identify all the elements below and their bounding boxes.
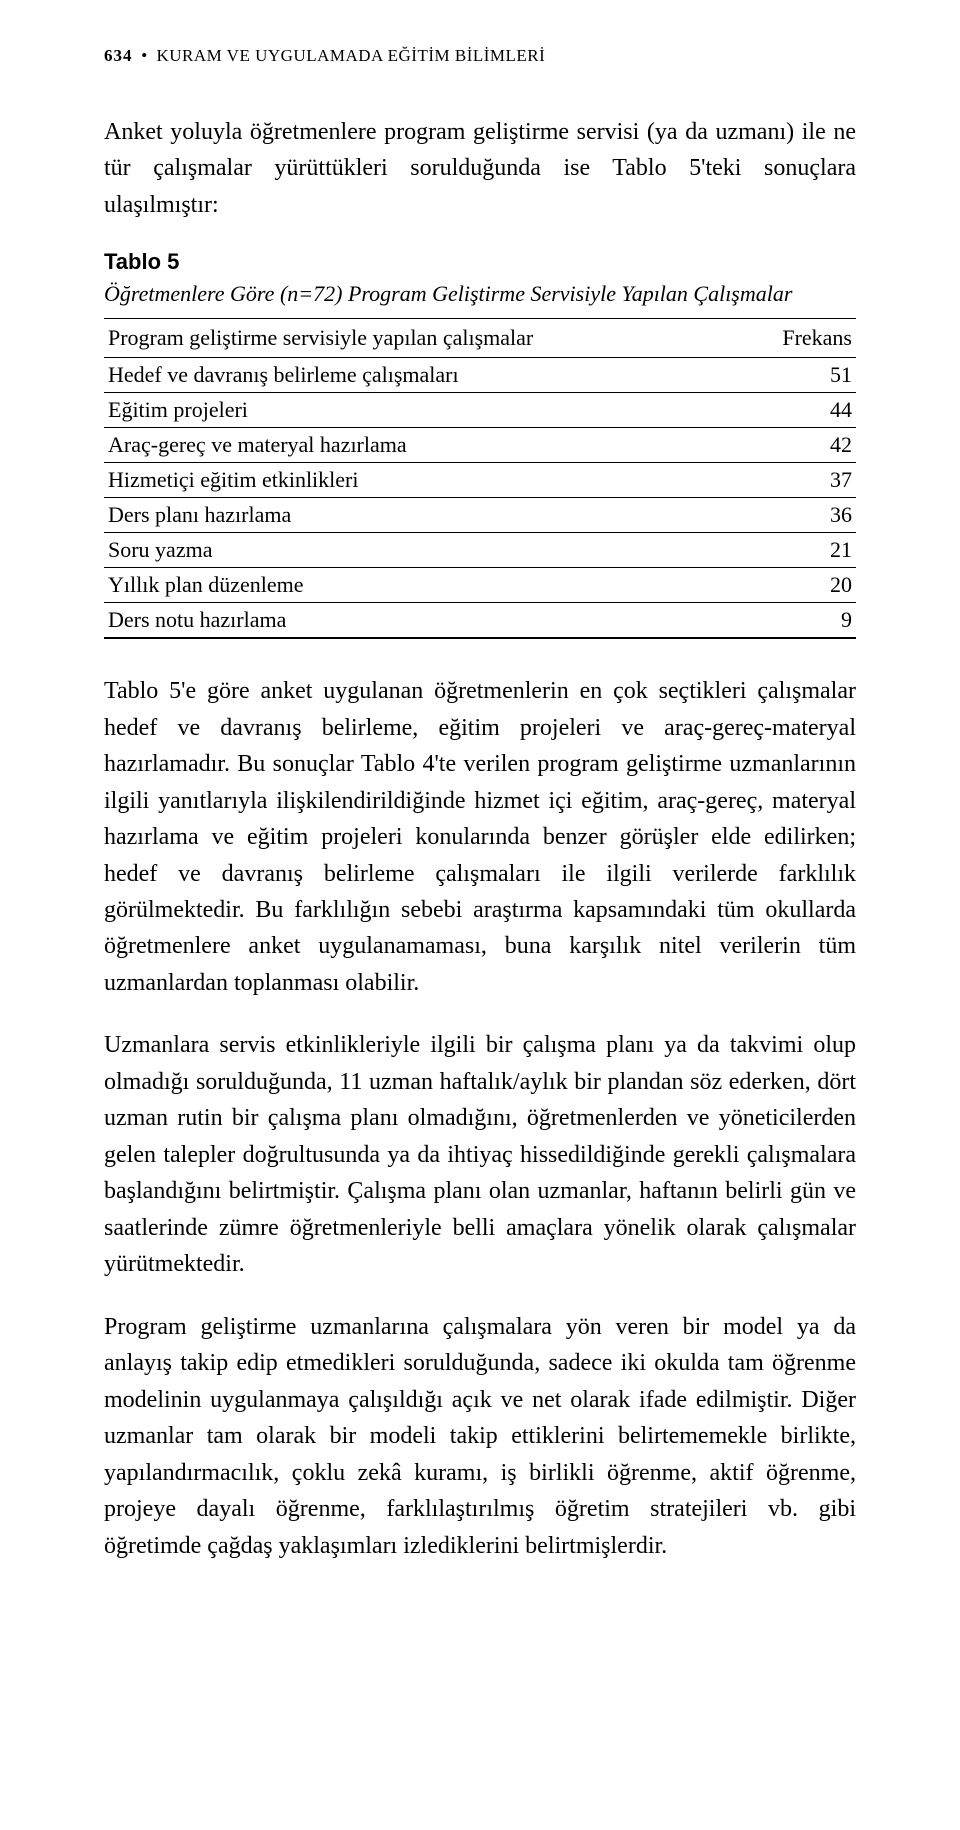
table-header-row: Program geliştirme servisiyle yapılan ça…: [104, 319, 856, 358]
col-header-freq: Frekans: [728, 319, 856, 358]
row-label: Soru yazma: [104, 533, 728, 568]
table-row: Ders planı hazırlama 36: [104, 498, 856, 533]
running-head: 634 • KURAM VE UYGULAMADA EĞİTİM BİLİMLE…: [104, 46, 856, 66]
row-value: 44: [728, 393, 856, 428]
row-value: 21: [728, 533, 856, 568]
intro-paragraph: Anket yoluyla öğretmenlere program geliş…: [104, 114, 856, 223]
row-label: Ders notu hazırlama: [104, 603, 728, 639]
table-row: Hizmetiçi eğitim etkinlikleri 37: [104, 463, 856, 498]
col-header-label: Program geliştirme servisiyle yapılan ça…: [104, 319, 728, 358]
row-value: 9: [728, 603, 856, 639]
table5-subtitle: Öğretmenlere Göre (n=72) Program Gelişti…: [104, 279, 856, 310]
row-value: 51: [728, 358, 856, 393]
table5-title: Tablo 5: [104, 249, 856, 275]
table-row: Hedef ve davranış belirleme çalışmaları …: [104, 358, 856, 393]
paragraph-1: Tablo 5'e göre anket uygulanan öğretmenl…: [104, 673, 856, 1001]
bullet-separator: •: [137, 46, 151, 65]
paragraph-2: Uzmanlara servis etkinlikleriyle ilgili …: [104, 1027, 856, 1282]
row-value: 36: [728, 498, 856, 533]
table-row: Ders notu hazırlama 9: [104, 603, 856, 639]
row-label: Hedef ve davranış belirleme çalışmaları: [104, 358, 728, 393]
row-label: Ders planı hazırlama: [104, 498, 728, 533]
row-value: 20: [728, 568, 856, 603]
row-value: 42: [728, 428, 856, 463]
table-row: Soru yazma 21: [104, 533, 856, 568]
row-label: Yıllık plan düzenleme: [104, 568, 728, 603]
journal-title: KURAM VE UYGULAMADA EĞİTİM BİLİMLERİ: [156, 46, 545, 65]
table5: Program geliştirme servisiyle yapılan ça…: [104, 318, 856, 639]
row-value: 37: [728, 463, 856, 498]
paragraph-3: Program geliştirme uzmanlarına çalışmala…: [104, 1309, 856, 1564]
row-label: Hizmetiçi eğitim etkinlikleri: [104, 463, 728, 498]
table-row: Eğitim projeleri 44: [104, 393, 856, 428]
row-label: Araç-gereç ve materyal hazırlama: [104, 428, 728, 463]
page-number: 634: [104, 46, 133, 65]
table-row: Yıllık plan düzenleme 20: [104, 568, 856, 603]
page-container: 634 • KURAM VE UYGULAMADA EĞİTİM BİLİMLE…: [0, 0, 960, 1830]
row-label: Eğitim projeleri: [104, 393, 728, 428]
table-row: Araç-gereç ve materyal hazırlama 42: [104, 428, 856, 463]
